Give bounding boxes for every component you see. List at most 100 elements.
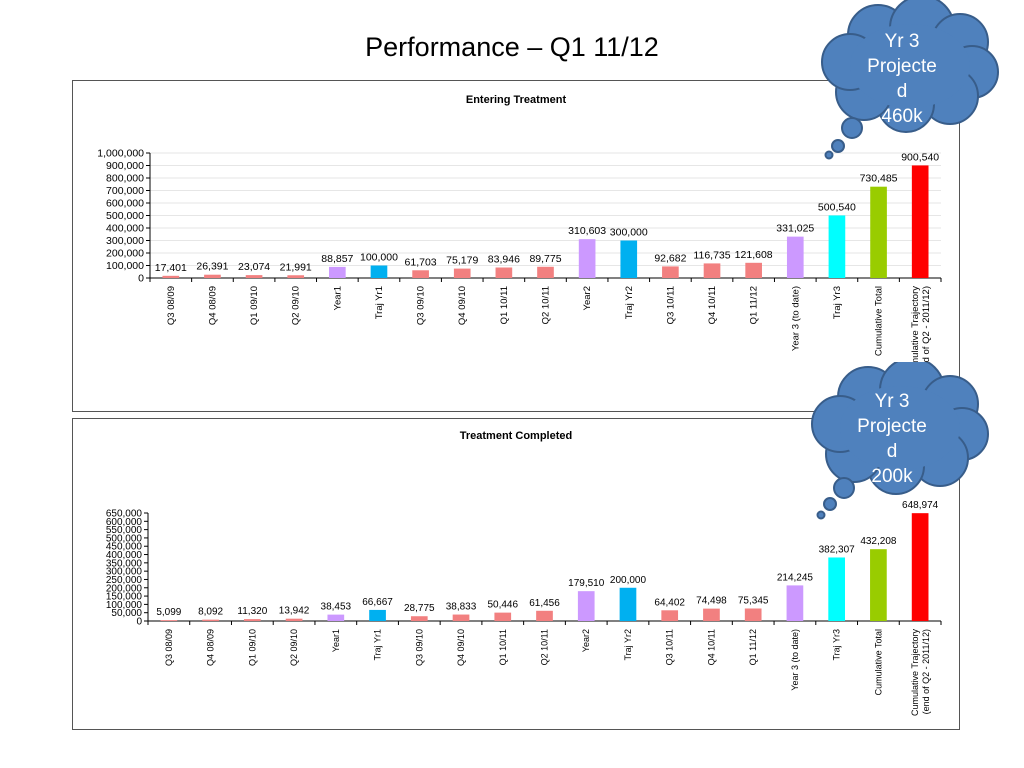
bar [285, 618, 303, 621]
y-tick-label: 100,000 [106, 600, 143, 611]
category-label: Q4 10/11 [707, 286, 718, 324]
bar [911, 165, 929, 278]
bar [495, 267, 513, 278]
category-label: Q4 08/09 [207, 286, 218, 325]
category-label: Q1 11/12 [748, 629, 758, 665]
thought-cloud-callout-2 [811, 362, 989, 520]
bar [578, 239, 596, 278]
category-label: Q4 09/10 [456, 629, 466, 666]
y-tick-label: 800,000 [106, 173, 144, 185]
data-label: 23,074 [238, 261, 270, 273]
data-label: 17,401 [155, 262, 187, 274]
treatment-completed-chart: Treatment Completed 050,000100,000150,000… [106, 430, 942, 716]
bar [661, 610, 679, 621]
category-label-line: (end of Q2 - 2011/12) [921, 286, 932, 376]
bar [245, 275, 263, 278]
y-tick-label: 300,000 [106, 567, 143, 578]
category-label-line: Q3 10/11 [665, 629, 675, 665]
y-tick-label: 0 [138, 273, 144, 285]
category-label-line: Q3 09/10 [414, 629, 424, 666]
category-label: Q2 09/10 [291, 286, 302, 325]
category-label: Q4 09/10 [457, 286, 468, 325]
category-label-line: Cumulative Trajectory [910, 286, 921, 378]
y-tick-label: 350,000 [106, 558, 143, 569]
category-label: Q1 10/11 [498, 629, 508, 665]
callout-line: Projecte [867, 56, 937, 77]
category-label-line: Q1 11/12 [748, 629, 758, 665]
category-label: Cumulative Trajectory(end of Q2 - 2011/1… [910, 286, 932, 378]
bar [370, 265, 388, 278]
y-tick-label: 900,000 [106, 160, 144, 172]
callout-line: Yr 3 [874, 391, 910, 412]
y-tick-label: 0 [136, 617, 142, 628]
y-tick-label: 200,000 [106, 248, 144, 260]
callout-line: Yr 3 [884, 31, 920, 52]
category-label-line: Q2 09/10 [291, 286, 302, 325]
data-label: 38,453 [321, 602, 352, 613]
category-label: Traj Yr1 [373, 629, 383, 661]
category-label: Traj Yr1 [374, 286, 385, 319]
bar [243, 619, 261, 621]
thought-bubble-large [841, 117, 863, 139]
bar [703, 263, 721, 278]
data-label: 38,833 [446, 602, 477, 613]
data-label: 75,179 [446, 255, 478, 267]
category-label: Q1 09/10 [247, 629, 257, 666]
y-tick-label: 250,000 [106, 575, 143, 586]
data-label: 200,000 [610, 575, 647, 586]
category-label: Q2 10/11 [541, 286, 552, 324]
category-label-line: Q3 08/09 [166, 286, 177, 325]
y-tick-label: 100,000 [106, 260, 144, 272]
bar [202, 619, 219, 621]
data-label: 75,345 [738, 595, 769, 606]
data-label: 83,946 [488, 254, 520, 266]
bar [452, 614, 470, 621]
category-label: Q1 11/12 [749, 286, 760, 324]
category-label-line: Q1 09/10 [247, 629, 257, 666]
data-label: 179,510 [568, 578, 605, 589]
category-label-line: Q1 11/12 [749, 286, 760, 324]
category-label: Q3 10/11 [665, 629, 675, 665]
thought-bubble-small [824, 150, 834, 160]
bar [870, 186, 887, 278]
category-label: Year2 [581, 629, 591, 652]
category-label-line: Traj Yr1 [373, 629, 383, 661]
category-label: Q1 10/11 [499, 286, 510, 324]
entering-treatment-chart: Entering Treatment0100,000200,000300,000… [97, 94, 942, 378]
y-tick-label: 450,000 [106, 542, 143, 553]
category-label-line: Q3 09/10 [416, 286, 427, 325]
data-label: 13,942 [279, 606, 310, 617]
bar [410, 616, 428, 621]
data-label: 900,540 [901, 151, 939, 163]
category-label-line: Traj Yr3 [832, 286, 843, 319]
bar [412, 270, 429, 278]
category-label: Year1 [332, 286, 343, 310]
data-label: 500,540 [818, 201, 856, 213]
bar [786, 585, 804, 621]
bar [828, 557, 846, 621]
y-tick-label: 150,000 [106, 592, 143, 603]
callout-line: 200k [871, 466, 913, 487]
category-label: Year 3 (to date) [790, 629, 800, 691]
bar [287, 275, 305, 278]
data-label: 121,608 [735, 249, 773, 261]
y-tick-label: 600,000 [106, 198, 144, 210]
category-label-line: Q2 09/10 [289, 629, 299, 666]
category-label-line: Traj Yr2 [623, 629, 633, 661]
bar [911, 513, 929, 621]
category-label: Q4 08/09 [206, 629, 216, 666]
category-label: Traj Yr3 [832, 286, 843, 319]
data-label: 64,402 [654, 597, 685, 608]
category-label-line: Q4 09/10 [457, 286, 468, 325]
data-label: 50,446 [487, 600, 518, 611]
data-label: 116,735 [693, 249, 730, 261]
data-label: 74,498 [696, 596, 727, 607]
y-tick-label: 700,000 [106, 185, 144, 197]
category-label: Traj Yr2 [623, 629, 633, 661]
category-label: Year1 [331, 629, 341, 652]
y-tick-label: 300,000 [106, 235, 144, 247]
data-label: 214,245 [777, 572, 814, 583]
data-label: 89,775 [529, 253, 561, 265]
category-label-line: Q4 08/09 [207, 286, 218, 325]
data-label: 310,603 [568, 225, 606, 237]
